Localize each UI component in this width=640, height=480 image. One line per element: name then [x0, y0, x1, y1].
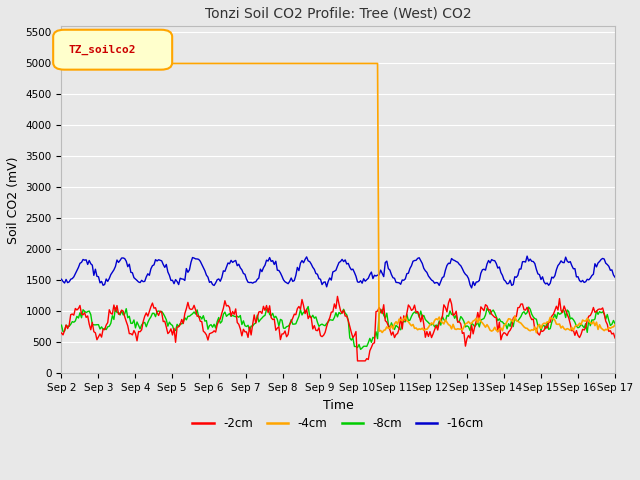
Text: TZ_soilco2: TZ_soilco2	[68, 45, 136, 55]
Y-axis label: Soil CO2 (mV): Soil CO2 (mV)	[7, 156, 20, 243]
Legend: -2cm, -4cm, -8cm, -16cm: -2cm, -4cm, -8cm, -16cm	[188, 413, 489, 435]
Title: Tonzi Soil CO2 Profile: Tree (West) CO2: Tonzi Soil CO2 Profile: Tree (West) CO2	[205, 7, 472, 21]
X-axis label: Time: Time	[323, 398, 354, 411]
FancyBboxPatch shape	[53, 30, 172, 70]
